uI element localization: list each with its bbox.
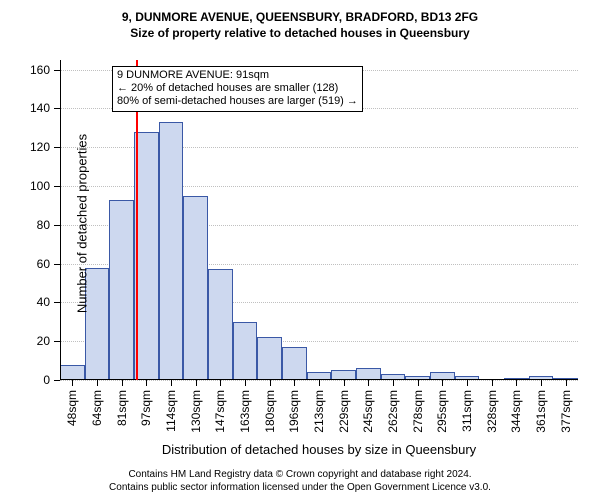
- annotation-line1: 9 DUNMORE AVENUE: 91sqm: [117, 69, 358, 82]
- x-tick-label: 377sqm: [559, 390, 573, 433]
- x-tick-mark: [122, 380, 123, 386]
- footnote-line2: Contains public sector information licen…: [0, 481, 600, 494]
- x-tick-mark: [196, 380, 197, 386]
- y-tick-label: 40: [37, 295, 50, 309]
- x-tick-label: 295sqm: [435, 390, 449, 433]
- x-tick-mark: [220, 380, 221, 386]
- y-tick-label: 60: [37, 257, 50, 271]
- x-tick-mark: [418, 380, 419, 386]
- y-tick-label: 0: [43, 373, 50, 387]
- x-tick-label: 64sqm: [90, 390, 104, 426]
- x-tick-mark: [467, 380, 468, 386]
- histogram-bar: [233, 322, 258, 380]
- x-tick-label: 278sqm: [411, 390, 425, 433]
- x-tick-mark: [393, 380, 394, 386]
- x-tick-mark: [368, 380, 369, 386]
- x-tick-label: 180sqm: [263, 390, 277, 433]
- x-tick-mark: [97, 380, 98, 386]
- x-tick-label: 229sqm: [337, 390, 351, 433]
- x-tick-mark: [171, 380, 172, 386]
- y-tick-label: 20: [37, 334, 50, 348]
- x-tick-label: 213sqm: [312, 390, 326, 433]
- x-tick-label: 344sqm: [509, 390, 523, 433]
- x-tick-label: 147sqm: [213, 390, 227, 433]
- y-tick-label: 120: [30, 140, 50, 154]
- x-tick-mark: [344, 380, 345, 386]
- x-tick-mark: [72, 380, 73, 386]
- y-tick-label: 80: [37, 218, 50, 232]
- annotation-box: 9 DUNMORE AVENUE: 91sqm← 20% of detached…: [112, 66, 363, 112]
- y-tick-mark: [54, 380, 60, 381]
- footnote: Contains HM Land Registry data © Crown c…: [0, 468, 600, 494]
- histogram-bar: [183, 196, 208, 380]
- x-tick-mark: [492, 380, 493, 386]
- x-tick-mark: [319, 380, 320, 386]
- y-axis-title: Number of detached properties: [75, 64, 90, 384]
- title-block: 9, DUNMORE AVENUE, QUEENSBURY, BRADFORD,…: [0, 10, 600, 41]
- x-tick-label: 97sqm: [139, 390, 153, 426]
- x-tick-label: 311sqm: [460, 390, 474, 432]
- histogram-bar: [109, 200, 134, 380]
- axis-line-left: [60, 60, 61, 380]
- x-tick-mark: [566, 380, 567, 386]
- title-main: 9, DUNMORE AVENUE, QUEENSBURY, BRADFORD,…: [0, 10, 600, 26]
- x-axis-title: Distribution of detached houses by size …: [60, 442, 578, 457]
- x-tick-mark: [541, 380, 542, 386]
- x-tick-label: 81sqm: [115, 390, 129, 426]
- x-tick-mark: [442, 380, 443, 386]
- annotation-line3: 80% of semi-detached houses are larger (…: [117, 95, 358, 108]
- histogram-bar: [282, 347, 307, 380]
- chart-container: 9, DUNMORE AVENUE, QUEENSBURY, BRADFORD,…: [0, 0, 600, 500]
- x-tick-label: 245sqm: [361, 390, 375, 433]
- x-tick-label: 114sqm: [164, 390, 178, 432]
- x-tick-mark: [146, 380, 147, 386]
- plot-area: 02040608010012014016048sqm64sqm81sqm97sq…: [60, 60, 578, 380]
- x-tick-label: 196sqm: [287, 390, 301, 433]
- y-tick-label: 160: [30, 63, 50, 77]
- y-tick-label: 100: [30, 179, 50, 193]
- x-tick-label: 163sqm: [238, 390, 252, 433]
- x-tick-mark: [270, 380, 271, 386]
- footnote-line1: Contains HM Land Registry data © Crown c…: [0, 468, 600, 481]
- annotation-line2: ← 20% of detached houses are smaller (12…: [117, 82, 358, 95]
- x-tick-label: 130sqm: [189, 390, 203, 433]
- x-tick-label: 361sqm: [534, 390, 548, 433]
- x-tick-mark: [245, 380, 246, 386]
- x-tick-mark: [294, 380, 295, 386]
- histogram-bar: [257, 337, 282, 380]
- title-sub: Size of property relative to detached ho…: [0, 26, 600, 42]
- x-tick-label: 262sqm: [386, 390, 400, 433]
- histogram-bar: [208, 269, 233, 380]
- x-tick-mark: [516, 380, 517, 386]
- x-tick-label: 328sqm: [485, 390, 499, 433]
- y-tick-label: 140: [30, 101, 50, 115]
- x-tick-label: 48sqm: [65, 390, 79, 426]
- histogram-bar: [159, 122, 184, 380]
